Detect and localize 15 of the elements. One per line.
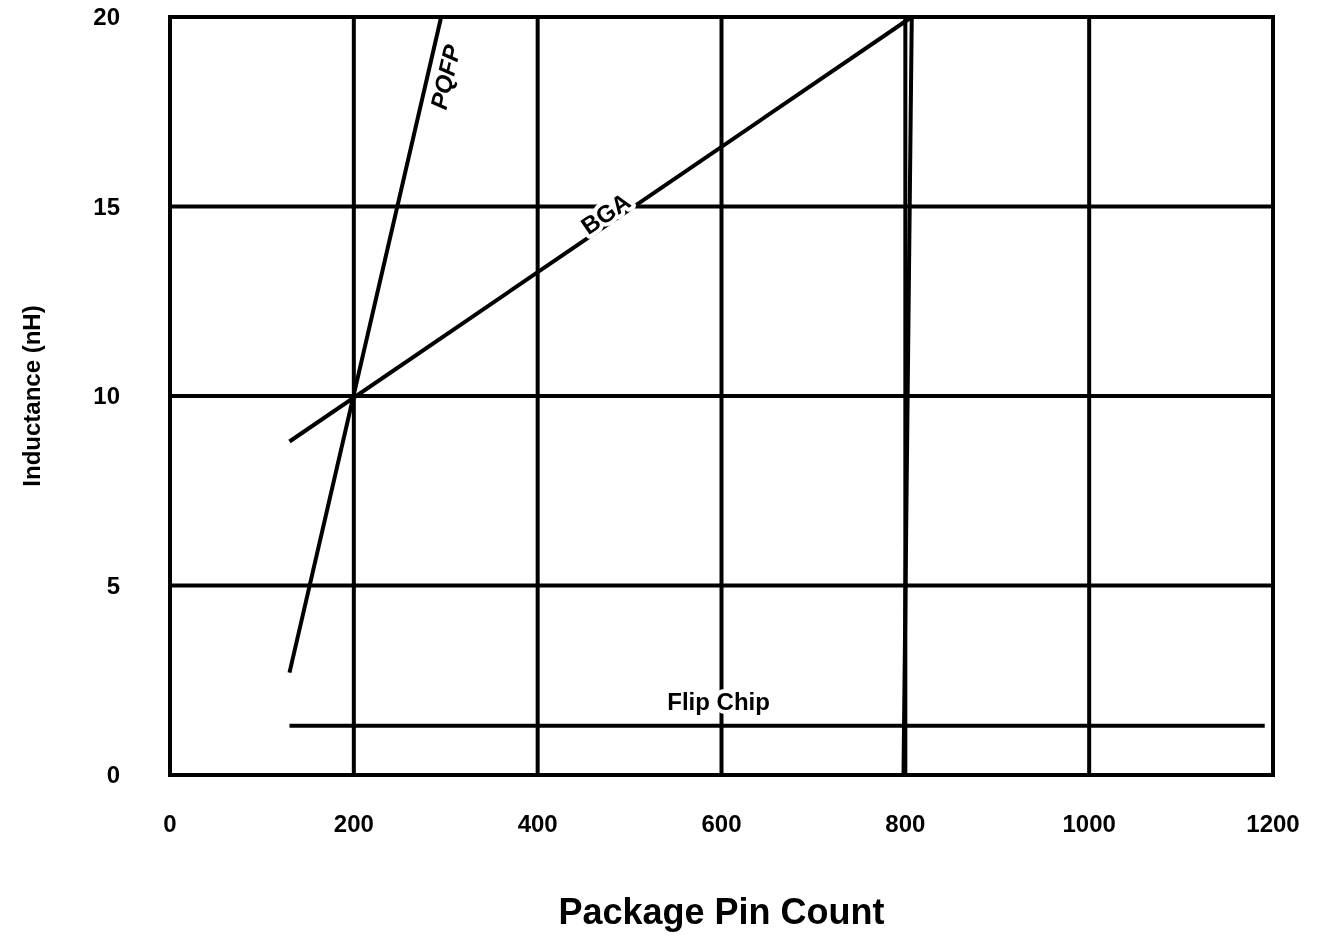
x-tick-label: 1000 xyxy=(1062,810,1116,837)
x-tick-label: 200 xyxy=(333,810,374,837)
x-axis-title: Package Pin Count xyxy=(558,891,885,932)
x-tick-label: 400 xyxy=(517,810,558,837)
y-tick-label: 5 xyxy=(106,571,120,599)
y-tick-label: 0 xyxy=(106,761,120,788)
y-axis-title: Inductance (nH) xyxy=(18,305,45,487)
x-tick-label: 0 xyxy=(163,810,177,837)
y-tick-label: 15 xyxy=(93,192,120,220)
x-tick-label: 1200 xyxy=(1246,810,1300,837)
text: PQFP xyxy=(424,41,467,112)
x-tick-label: 600 xyxy=(701,810,742,837)
y-tick-label: 10 xyxy=(93,382,120,409)
x-tick-label: 800 xyxy=(885,810,926,837)
y-tick-label: 20 xyxy=(93,3,120,30)
